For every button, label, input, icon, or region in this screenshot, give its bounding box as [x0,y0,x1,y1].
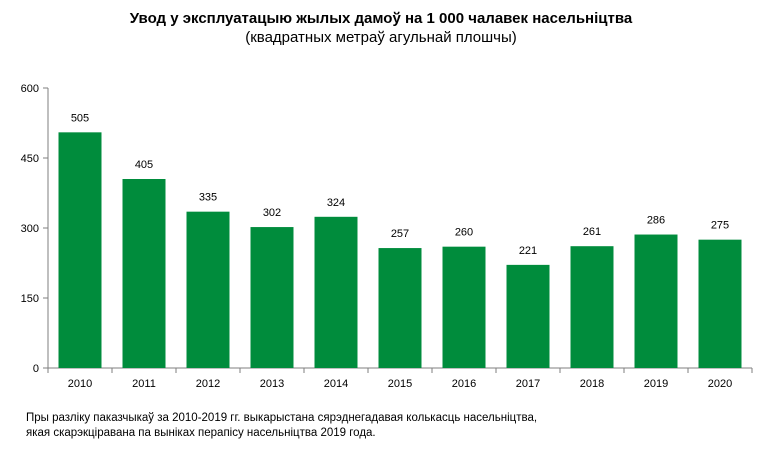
x-tick-label-2019: 2019 [644,378,668,390]
footnote: Пры разліку паказчыкаў за 2010-2019 гг. … [26,411,537,441]
x-tick-label-2018: 2018 [580,378,604,390]
x-tick-label-2015: 2015 [388,378,412,390]
x-tick-label-2016: 2016 [452,378,476,390]
data-label-2019: 286 [647,215,665,227]
footnote-line-2: якая скарэкціравана па выніках перапісу … [26,427,376,439]
bar-2013 [250,227,294,368]
x-tick-label-2011: 2011 [132,378,156,390]
bar-2020 [698,239,742,368]
bar-2011 [122,179,166,368]
data-label-2015: 257 [391,228,409,240]
x-tick-label-2010: 2010 [68,378,92,390]
y-tick-label: 450 [21,153,39,165]
y-tick-label: 600 [21,83,39,95]
x-tick-label-2012: 2012 [196,378,220,390]
footnote-line-1: Пры разліку паказчыкаў за 2010-2019 гг. … [26,412,538,424]
bar-2016 [442,246,486,368]
bar-2010 [58,132,102,368]
data-label-2010: 505 [71,112,89,124]
data-label-2012: 335 [199,192,217,204]
y-tick-label: 150 [21,293,39,305]
bar-2015 [378,248,422,368]
data-label-2017: 221 [519,245,537,257]
bar-2019 [634,234,678,368]
x-tick-label-2014: 2014 [324,378,348,390]
chart-title: Увод у эксплуатацыю жылых дамоў на 1 000… [129,10,633,27]
data-label-2014: 324 [327,197,345,209]
data-label-2020: 275 [711,220,729,232]
bar-2012 [186,211,230,368]
x-tick-label-2020: 2020 [708,378,732,390]
data-label-2016: 260 [455,227,473,239]
data-label-2011: 405 [135,159,153,171]
data-label-2013: 302 [263,207,281,219]
bar-2017 [506,264,550,368]
y-tick-label: 300 [21,223,39,235]
y-tick-label: 0 [33,363,39,375]
data-label-2018: 261 [583,226,601,238]
chart-subtitle: (квадратных метраў агульнай плошчы) [245,29,517,46]
x-tick-label-2017: 2017 [516,378,540,390]
bar-2014 [314,216,358,368]
bar-2018 [570,246,614,368]
x-tick-label-2013: 2013 [260,378,284,390]
